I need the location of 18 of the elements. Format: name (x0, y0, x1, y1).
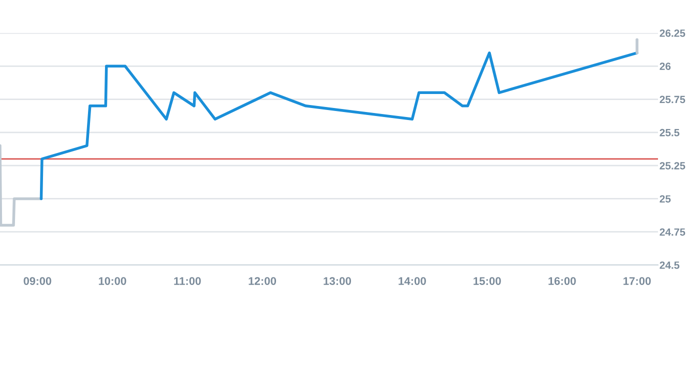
y-tick-label: 25.25 (660, 162, 686, 170)
y-tick-label: 25.75 (660, 96, 686, 104)
y-tick-label: 25.5 (660, 128, 680, 136)
line-series (40, 51, 638, 200)
x-tick-label: 14:00 (398, 277, 426, 285)
x-tick-label: 13:00 (324, 277, 351, 285)
x-tick-label: 12:00 (248, 277, 276, 285)
x-tick-label: 11:00 (174, 277, 201, 285)
y-tick-label: 24.75 (660, 228, 686, 236)
x-tick-label: 16:00 (548, 277, 576, 285)
x-tick-label: 10:00 (98, 277, 126, 285)
y-tick-label: 25 (660, 195, 671, 203)
x-tick-label: 09:00 (24, 277, 52, 285)
x-tick-label: 17:00 (624, 277, 651, 285)
y-tick-label: 26 (660, 62, 671, 70)
x-tick-label: 15:00 (474, 277, 501, 285)
y-tick-label: 26.25 (660, 30, 686, 37)
y-tick-label: 24.5 (660, 262, 680, 269)
